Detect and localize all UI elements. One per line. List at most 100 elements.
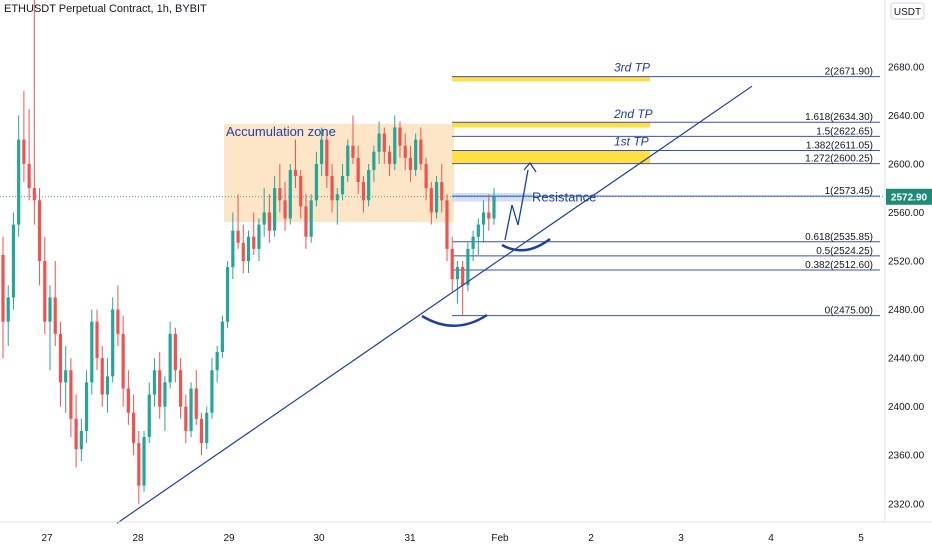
candle-body bbox=[163, 382, 167, 407]
candle-body bbox=[445, 200, 449, 249]
candle-body bbox=[293, 169, 298, 177]
candle bbox=[257, 218, 261, 261]
candle bbox=[330, 163, 334, 213]
candle-body bbox=[1, 254, 5, 322]
time-tick-label: 31 bbox=[404, 533, 416, 544]
candle-body bbox=[419, 139, 423, 164]
candle bbox=[105, 358, 110, 413]
fib-level-label: 1.272(2600.25) bbox=[805, 154, 873, 165]
candle bbox=[346, 139, 350, 183]
candle bbox=[194, 370, 198, 425]
candle bbox=[205, 406, 209, 450]
price-tick-label: 2600.00 bbox=[888, 159, 925, 170]
candle-body bbox=[335, 194, 339, 201]
candle-body bbox=[403, 145, 407, 158]
candle bbox=[408, 145, 413, 183]
candle-body bbox=[283, 200, 287, 219]
time-tick-label: 30 bbox=[313, 533, 325, 544]
candle-body bbox=[137, 443, 141, 486]
candle-body bbox=[95, 321, 99, 359]
candle-body bbox=[64, 370, 68, 383]
candle bbox=[226, 261, 230, 328]
candle-body bbox=[408, 157, 413, 170]
candle-body bbox=[481, 212, 486, 225]
candle-body bbox=[471, 236, 475, 249]
candle-body bbox=[267, 212, 271, 231]
candle bbox=[471, 230, 475, 261]
candle bbox=[252, 212, 256, 255]
candle-body bbox=[173, 333, 177, 371]
candle bbox=[84, 370, 89, 444]
candle-body bbox=[215, 352, 219, 371]
candle-body bbox=[320, 139, 324, 164]
candle bbox=[189, 382, 193, 438]
candle bbox=[273, 176, 277, 237]
price-tick-label: 2560.00 bbox=[888, 208, 925, 219]
candle bbox=[340, 163, 345, 201]
candle-body bbox=[199, 418, 204, 444]
candle bbox=[434, 176, 439, 219]
time-tick-label: 3 bbox=[678, 533, 684, 544]
fib-level-label: 0.5(2524.25) bbox=[816, 246, 873, 257]
fib-level-label: 1.5(2622.65) bbox=[816, 126, 873, 137]
projection-arrow bbox=[523, 161, 537, 173]
candle-body bbox=[69, 370, 73, 419]
candle-body bbox=[100, 358, 104, 395]
candle bbox=[142, 430, 146, 492]
candle-body bbox=[147, 394, 151, 438]
candle bbox=[210, 358, 214, 419]
candle-body bbox=[152, 370, 157, 395]
candle-body bbox=[367, 169, 371, 201]
candle bbox=[320, 127, 324, 177]
candle-body bbox=[17, 139, 21, 225]
candle-body bbox=[142, 437, 146, 486]
candle bbox=[95, 309, 99, 371]
candle-body bbox=[398, 127, 402, 146]
fib-level-label: 1.382(2611.05) bbox=[806, 140, 873, 151]
currency-badge[interactable] bbox=[890, 2, 925, 20]
candle-body bbox=[325, 139, 329, 177]
candle bbox=[481, 200, 486, 243]
candle-body bbox=[210, 370, 214, 413]
candle bbox=[393, 115, 397, 170]
candle-body bbox=[377, 133, 381, 152]
time-tick-label: 5 bbox=[858, 533, 864, 544]
trend-line[interactable] bbox=[116, 85, 753, 524]
candle-body bbox=[372, 151, 376, 170]
price-tick-label: 2480.00 bbox=[888, 305, 925, 316]
candle bbox=[32, 0, 36, 225]
candle-body bbox=[178, 370, 183, 407]
candle-body bbox=[32, 188, 36, 201]
price-tick-label: 2680.00 bbox=[888, 62, 925, 73]
price-tick-label: 2640.00 bbox=[888, 111, 925, 122]
candle bbox=[367, 163, 371, 207]
candle-body bbox=[461, 267, 465, 286]
candle bbox=[236, 194, 240, 249]
tp1-band bbox=[452, 150, 650, 164]
candle-body bbox=[424, 163, 428, 189]
candle bbox=[58, 321, 63, 407]
candle-body bbox=[304, 206, 308, 237]
candle bbox=[246, 230, 251, 274]
tp2-band bbox=[452, 122, 650, 128]
candle-body bbox=[330, 176, 334, 201]
candle bbox=[476, 218, 480, 255]
candle bbox=[27, 109, 31, 201]
candle bbox=[377, 121, 381, 164]
price-tick-label: 2320.00 bbox=[888, 499, 925, 510]
candle bbox=[372, 145, 376, 183]
candle bbox=[231, 212, 235, 280]
price-tick-label: 2520.00 bbox=[888, 257, 925, 268]
candle-body bbox=[387, 151, 392, 164]
candle bbox=[17, 115, 21, 237]
candle bbox=[241, 224, 245, 274]
candle bbox=[356, 145, 360, 195]
candle bbox=[445, 194, 449, 261]
candle bbox=[220, 315, 224, 359]
candle-body bbox=[105, 376, 110, 395]
candle bbox=[304, 194, 308, 249]
tp3-label: 3rd TP bbox=[614, 61, 650, 75]
candle bbox=[283, 182, 287, 231]
tp3-band bbox=[452, 76, 650, 82]
